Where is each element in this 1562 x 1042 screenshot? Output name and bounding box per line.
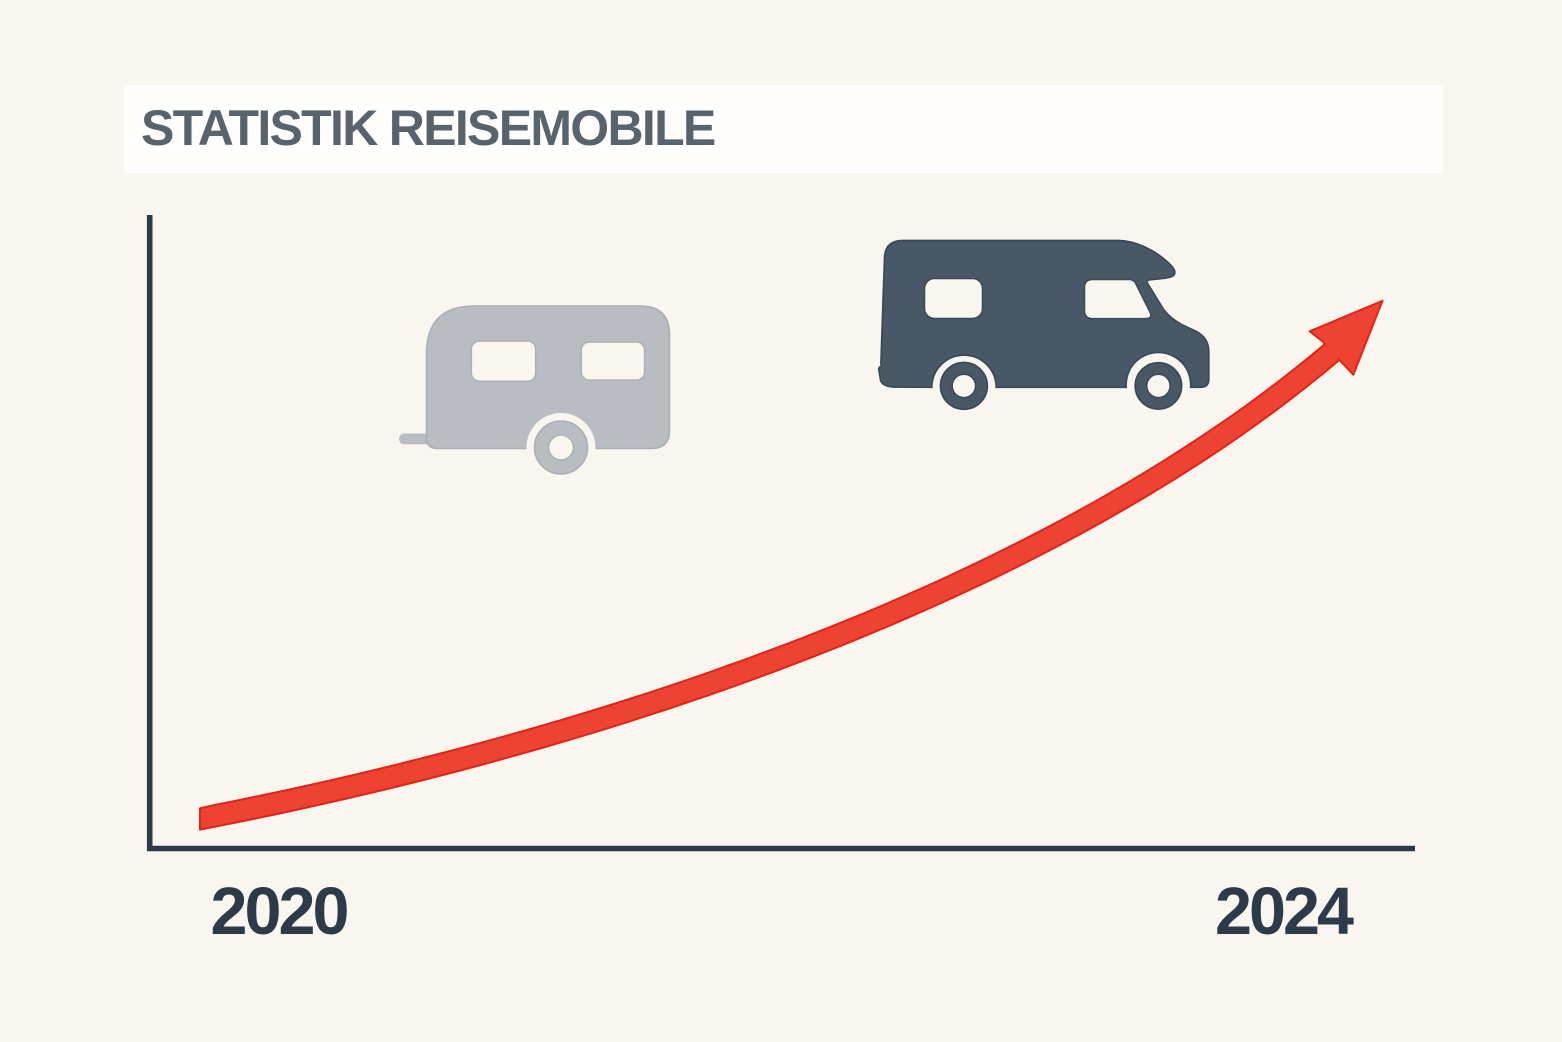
svg-text:2020: 2020 (211, 875, 348, 949)
svg-text:2024: 2024 (1215, 875, 1354, 949)
svg-text:STATISTIK REISEMOBILE: STATISTIK REISEMOBILE (141, 100, 715, 156)
